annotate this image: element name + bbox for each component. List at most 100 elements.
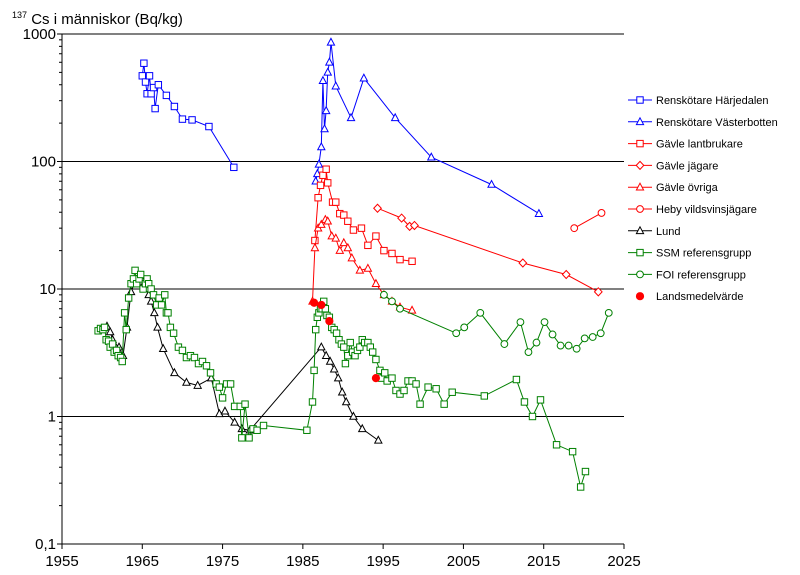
data-point — [400, 386, 408, 395]
legend-item-1: Renskötare Västerbotten — [628, 116, 778, 129]
data-point — [512, 375, 521, 384]
data-point — [310, 242, 320, 252]
data-point — [149, 307, 159, 317]
data-point — [158, 343, 168, 353]
legend-item-0: Renskötare Härjedalen — [628, 95, 769, 107]
legend-label: Landsmedelvärde — [656, 291, 743, 303]
data-point — [487, 179, 496, 188]
data-point — [337, 387, 347, 396]
data-point — [321, 350, 331, 359]
data-point — [432, 385, 440, 393]
data-point — [147, 90, 155, 98]
data-point — [145, 72, 154, 80]
data-point — [344, 217, 352, 225]
data-point — [332, 329, 341, 337]
series-line — [97, 270, 586, 489]
data-point — [178, 346, 187, 355]
legend-marker — [636, 96, 644, 104]
data-point — [448, 388, 456, 396]
x-tick-label: 2015 — [527, 553, 560, 570]
data-point — [331, 233, 341, 242]
legend-marker — [635, 225, 645, 235]
data-point — [581, 467, 590, 476]
data-point — [356, 343, 364, 351]
data-point — [312, 168, 322, 178]
x-tick-label: 1955 — [45, 553, 78, 570]
data-point — [311, 236, 319, 245]
series-line — [383, 294, 610, 354]
data-point — [188, 116, 196, 124]
data-point — [548, 330, 557, 339]
data-point — [178, 115, 187, 123]
y-tick-label: 1000 — [23, 26, 56, 43]
data-point — [396, 304, 404, 313]
data-point — [580, 334, 589, 343]
legend: Renskötare Härjedalen Renskötare Västerbo… — [628, 95, 778, 303]
x-tick-label: 2005 — [447, 553, 480, 570]
data-point — [426, 152, 436, 161]
data-point — [340, 343, 348, 351]
data-point — [349, 226, 358, 234]
data-point — [316, 141, 326, 151]
data-point — [340, 211, 348, 219]
data-point — [341, 359, 350, 368]
data-point — [308, 398, 317, 406]
series-line — [312, 218, 413, 311]
legend-marker — [635, 116, 645, 126]
legend-marker — [636, 270, 644, 279]
data-point — [100, 323, 109, 332]
data-point — [161, 291, 169, 299]
data-point — [124, 294, 133, 302]
data-point — [314, 159, 324, 168]
data-point — [416, 400, 424, 408]
data-point — [480, 392, 489, 400]
data-point — [596, 329, 605, 338]
y-tick-label: 100 — [31, 154, 56, 171]
legend-item-7: SSM referensgrupp — [628, 248, 751, 260]
data-point — [202, 362, 211, 370]
legend-label: Heby vildsvinsjägare — [656, 204, 757, 216]
data-point — [108, 340, 117, 348]
data-point — [568, 447, 577, 456]
series-3 — [373, 203, 603, 297]
data-point — [346, 338, 354, 347]
series-6 — [102, 271, 383, 444]
data-point — [140, 59, 148, 67]
data-point — [440, 400, 448, 408]
legend-item-2: Gävle lantbrukare — [628, 139, 743, 151]
data-point — [321, 105, 331, 115]
series-layer — [94, 37, 613, 491]
data-point — [324, 57, 334, 66]
data-point — [396, 255, 404, 264]
legend-item-5: Heby vildsvinsjägare — [628, 204, 757, 216]
legend-item-8: FOI referensgrupp — [628, 269, 746, 281]
data-point — [452, 329, 461, 338]
data-point — [500, 340, 509, 348]
data-point — [198, 357, 207, 366]
series-0 — [138, 59, 238, 172]
data-point — [597, 209, 606, 217]
legend-label: Renskötare Härjedalen — [656, 95, 769, 107]
data-point — [317, 300, 326, 310]
y-axis-title: 137 Cs i människor (Bq/kg) — [12, 10, 183, 28]
data-point — [238, 434, 246, 442]
data-point — [218, 394, 227, 402]
data-point — [215, 383, 224, 391]
series-line — [106, 275, 379, 441]
data-point — [316, 181, 325, 190]
data-point — [380, 290, 388, 299]
legend-marker — [635, 160, 645, 171]
data-point — [253, 426, 261, 434]
data-point — [339, 237, 349, 247]
data-point — [380, 246, 388, 255]
series-line — [377, 207, 599, 293]
data-point — [561, 269, 571, 280]
data-point — [556, 341, 565, 350]
data-point — [520, 398, 529, 406]
data-point — [169, 367, 179, 377]
legend-label: Gävle övriga — [656, 182, 719, 194]
data-point — [303, 426, 311, 434]
data-point — [325, 317, 334, 326]
data-point — [316, 219, 326, 228]
